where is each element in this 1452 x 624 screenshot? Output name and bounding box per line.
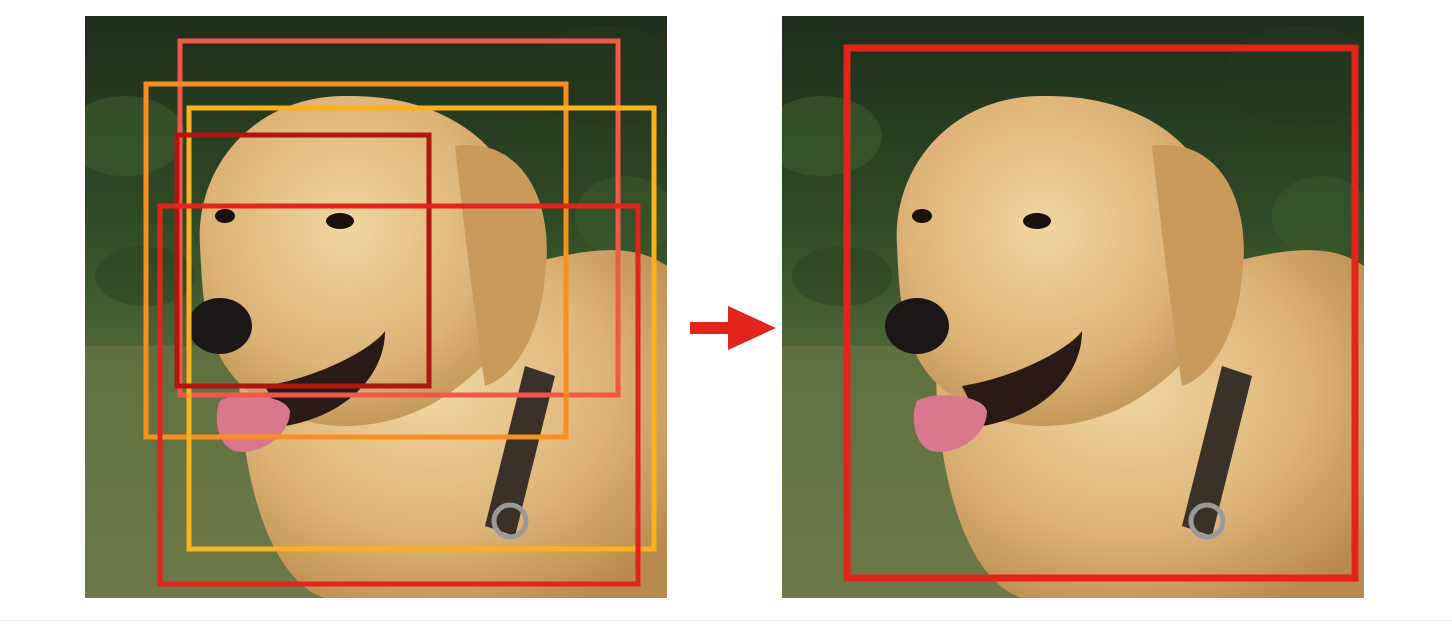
bottom-divider bbox=[0, 620, 1452, 621]
candidate-box-orange bbox=[143, 81, 569, 440]
candidate-box-darkred bbox=[174, 132, 432, 389]
right-arrow-icon bbox=[690, 306, 776, 350]
dog-photo-right bbox=[782, 16, 1364, 598]
final-box-layer bbox=[843, 44, 1359, 582]
right-image-panel bbox=[782, 16, 1364, 598]
dog-photo-left bbox=[85, 16, 667, 598]
final-bounding-box bbox=[843, 44, 1359, 582]
candidate-box-amber bbox=[186, 105, 657, 552]
candidate-box-red bbox=[157, 203, 641, 587]
candidate-box-salmon bbox=[177, 38, 621, 398]
candidate-boxes bbox=[143, 38, 657, 587]
left-image-panel bbox=[85, 16, 667, 598]
